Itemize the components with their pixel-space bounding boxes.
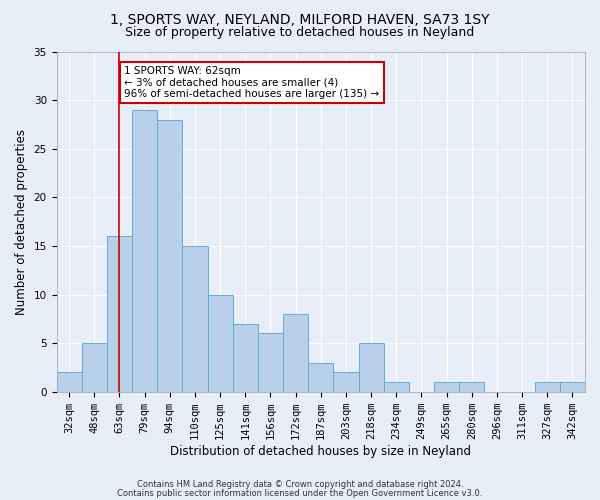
Y-axis label: Number of detached properties: Number of detached properties bbox=[15, 128, 28, 314]
X-axis label: Distribution of detached houses by size in Neyland: Distribution of detached houses by size … bbox=[170, 444, 471, 458]
Bar bbox=[56, 372, 82, 392]
Bar bbox=[208, 294, 233, 392]
Bar bbox=[383, 382, 409, 392]
Bar bbox=[283, 314, 308, 392]
Bar bbox=[334, 372, 359, 392]
Bar bbox=[434, 382, 459, 392]
Bar bbox=[359, 343, 383, 392]
Bar bbox=[560, 382, 585, 392]
Bar bbox=[308, 362, 334, 392]
Bar bbox=[157, 120, 182, 392]
Text: 1, SPORTS WAY, NEYLAND, MILFORD HAVEN, SA73 1SY: 1, SPORTS WAY, NEYLAND, MILFORD HAVEN, S… bbox=[110, 12, 490, 26]
Text: 1 SPORTS WAY: 62sqm
← 3% of detached houses are smaller (4)
96% of semi-detached: 1 SPORTS WAY: 62sqm ← 3% of detached hou… bbox=[124, 66, 380, 100]
Bar bbox=[459, 382, 484, 392]
Bar bbox=[233, 324, 258, 392]
Text: Contains HM Land Registry data © Crown copyright and database right 2024.: Contains HM Land Registry data © Crown c… bbox=[137, 480, 463, 489]
Bar bbox=[132, 110, 157, 392]
Bar bbox=[107, 236, 132, 392]
Text: Contains public sector information licensed under the Open Government Licence v3: Contains public sector information licen… bbox=[118, 488, 482, 498]
Bar bbox=[258, 334, 283, 392]
Bar bbox=[82, 343, 107, 392]
Bar bbox=[182, 246, 208, 392]
Bar bbox=[535, 382, 560, 392]
Text: Size of property relative to detached houses in Neyland: Size of property relative to detached ho… bbox=[125, 26, 475, 39]
